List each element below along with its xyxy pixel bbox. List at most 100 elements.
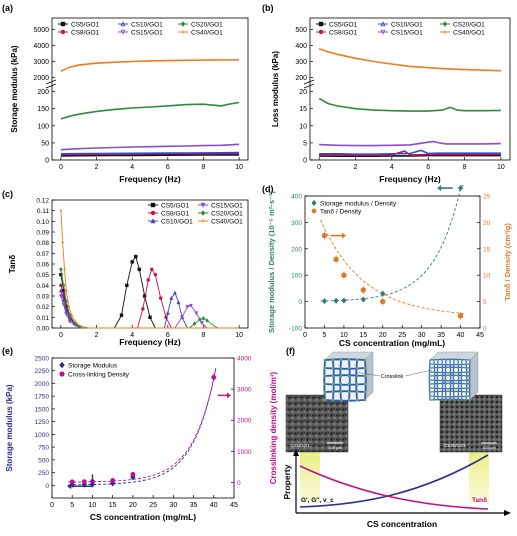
panel-a-legend: CS5/GO1 CS10/GO1 CS20/GO1 CS8/GO1 CS15/GO1 CS…: [58, 21, 223, 37]
legend-marker: [60, 29, 66, 35]
data-point-CS15: [64, 312, 69, 317]
highlight-band-left: [300, 452, 320, 502]
y-tick-label-left: -100: [289, 326, 302, 333]
crosslink-node: [355, 366, 359, 370]
panel-e-ylabel-left: Storage modulus (kPa): [5, 384, 14, 471]
legend-marker: [150, 218, 156, 224]
crosslink-node: [453, 367, 455, 369]
data-point-tand-density: [360, 287, 367, 293]
data-point-tand-density: [341, 272, 347, 278]
legend-marker: [201, 219, 205, 223]
cube-side: [469, 351, 479, 401]
data-point-CS15: [199, 320, 204, 325]
crosslink-node: [339, 390, 343, 394]
crosslink-node: [363, 382, 367, 386]
x-tick-label: 20: [379, 332, 387, 339]
legend-item-CS40: CS40/GO1: [440, 30, 485, 37]
sem-label-cs40: CS40/GO1: [444, 443, 467, 448]
crosslink-node: [465, 359, 467, 361]
crosslink-node: [363, 366, 367, 370]
highlight-band-right: [469, 452, 489, 502]
axis-arrowhead-right: [226, 392, 231, 399]
schematic-y-label: Property: [282, 464, 292, 499]
schematic-label-tand: Tanδ: [472, 497, 487, 504]
panel-d-frame: [304, 195, 481, 329]
y-tick-label-right: 0: [483, 326, 487, 333]
y-tick-label-right: 3000: [237, 387, 252, 394]
legend-label: CS10/GO1: [161, 219, 193, 226]
x-tick-label: 15: [109, 502, 117, 509]
y-tick-label: 0.11: [37, 208, 50, 215]
crosslink-node: [347, 374, 351, 378]
crosslink-node: [453, 391, 455, 393]
y-tick-label: 0.09: [36, 230, 49, 237]
crosslink-node: [457, 387, 459, 389]
data-point-CS8: [150, 267, 154, 272]
legend-marker: [181, 30, 185, 34]
legend-label: CS8/GO1: [161, 211, 190, 218]
legend-marker: [311, 208, 317, 214]
legend-marker: [318, 29, 324, 35]
legend-label: CS5/GO1: [71, 22, 100, 29]
crosslink-node: [445, 395, 447, 397]
crosslink-node: [445, 367, 447, 369]
panel-a-frame: [51, 17, 249, 161]
y-tick-label-left: 1750: [35, 394, 50, 401]
panel-c-ylabel: Tanδ: [8, 255, 17, 274]
crosslink-node: [433, 383, 435, 385]
legend-marker: [59, 361, 65, 369]
crosslink-node: [441, 363, 443, 365]
x-tick-label: 0: [303, 332, 307, 339]
y-tick-label: 200: [37, 89, 49, 96]
network-strand-v: [339, 359, 342, 401]
crosslink-node: [469, 363, 471, 365]
crosslink-node: [461, 363, 463, 365]
x-tick-label: 0: [50, 502, 54, 509]
crosslink-node: [449, 395, 451, 397]
data-point-CS5: [134, 254, 138, 259]
network-strand-h: [324, 374, 366, 377]
panel-d: (d) 0 5 10 15 20 25 30 35 40 45-10001002003004000…: [262, 184, 512, 348]
legend-label: CS15/GO1: [211, 203, 243, 210]
legend-marker: [180, 21, 186, 27]
data-point-CS15: [185, 304, 190, 309]
x-tick-label: 10: [497, 164, 505, 171]
data-point-CS40: [64, 289, 68, 292]
x-tick-label: 10: [340, 332, 348, 339]
series-line-CS10: [60, 151, 240, 155]
crosslink-node: [323, 358, 327, 362]
panel-c-series: [58, 209, 240, 329]
crosslink-node: [453, 363, 455, 365]
crosslink-node: [437, 383, 439, 385]
y-tick-label-right: 15: [483, 246, 491, 253]
panel-c-legend: CS5/GO1 CS15/GO1 CS8/GO1 CS20/GO1 CS10/GO1 CS…: [148, 203, 243, 226]
legend-marker: [150, 202, 156, 208]
y-tick-label-left: 0: [298, 299, 302, 306]
x-tick-label: 2: [354, 164, 358, 171]
data-point-tand-density: [457, 313, 464, 319]
x-tick-label: 35: [190, 502, 198, 509]
crosslink-node: [461, 383, 463, 385]
crosslink-node: [457, 379, 459, 381]
y-tick-label-left: 250: [38, 470, 49, 477]
legend-label: Cross-linking Density: [68, 372, 130, 379]
network-strand-v: [348, 359, 351, 401]
x-tick-label: 30: [169, 502, 177, 509]
crosslink-node: [433, 359, 435, 361]
x-tick-label: 45: [230, 502, 238, 509]
y-tick-label-left: 200: [291, 246, 302, 253]
crosslink-pointer-left: [354, 371, 381, 377]
legend-item-CS5: CS5/GO1: [316, 22, 358, 29]
data-point-CS15: [194, 311, 199, 316]
x-tick-label: 8: [202, 332, 206, 339]
data-point-CS8: [153, 272, 158, 277]
panel-d-ylabel-left: Storage modulus / Density (10⁻⁵ m²·s⁻²): [267, 191, 276, 333]
crosslink-node: [465, 387, 467, 389]
crosslink-node: [339, 398, 343, 402]
crosslink-node: [363, 358, 367, 362]
crosslink-node: [457, 371, 459, 373]
crosslink-node: [441, 375, 443, 377]
legend-marker: [442, 21, 448, 27]
